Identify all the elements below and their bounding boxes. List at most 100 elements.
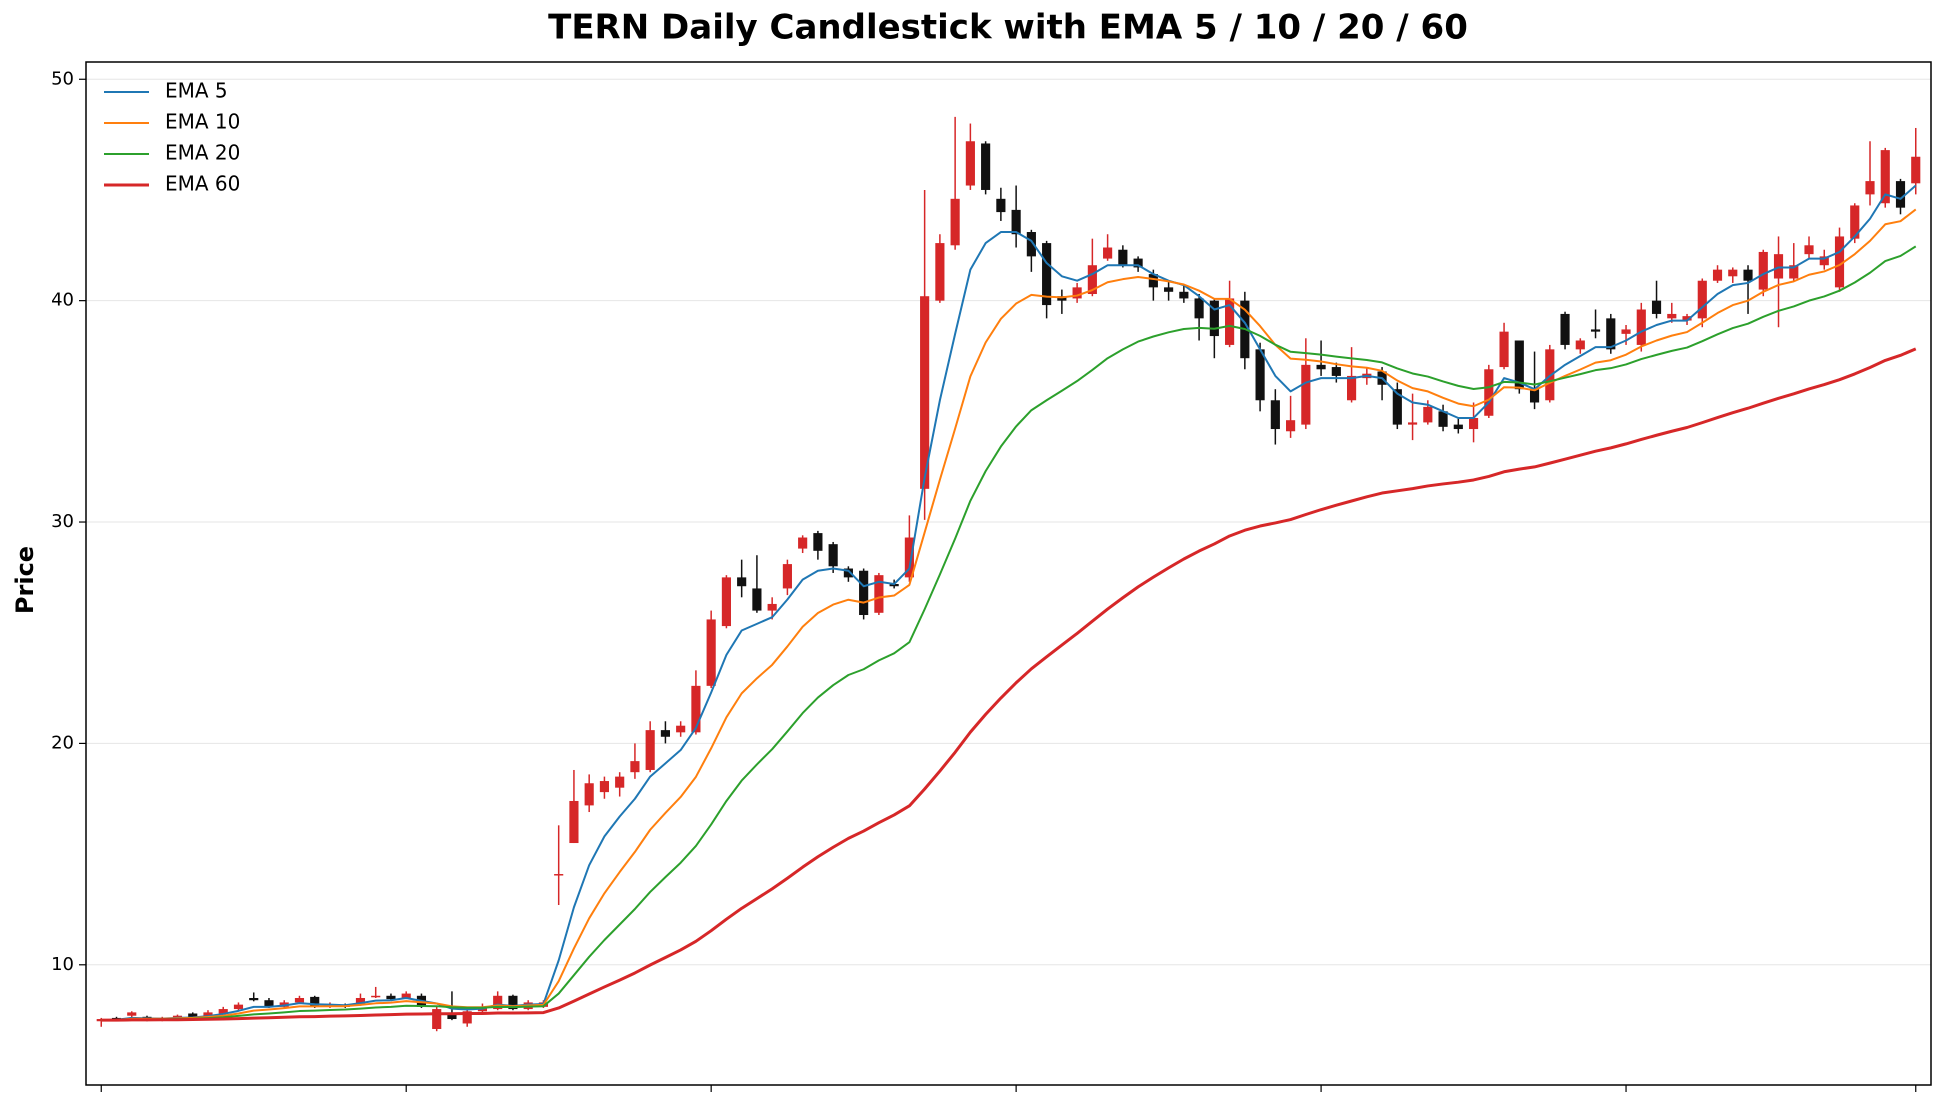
candle-body [1911,156,1921,184]
candle-body [798,537,808,549]
candle-body [1057,296,1067,301]
ema-line [101,208,1917,1022]
candle-body [249,997,259,1001]
candle-body [584,783,594,806]
candle-body [294,997,305,1003]
candle-body [1148,274,1158,288]
candle-body [218,1009,228,1014]
candle-body [493,995,503,1010]
candle-body [1789,265,1799,279]
y-axis-label: Price [11,546,39,614]
candle-body [1468,417,1479,430]
candle-body [1225,298,1235,345]
candle-body [1179,291,1189,299]
candle-body [96,1019,106,1022]
candle-body [264,1000,274,1007]
candle-body [1087,265,1097,295]
candle-body [721,577,731,627]
candle-body [1316,364,1326,370]
candle-body [432,1009,442,1029]
candle-body [1438,411,1448,427]
candle-body [1164,287,1174,292]
candle-body [1743,269,1753,281]
candle-body [1407,422,1418,425]
candle-body [599,781,610,793]
candle-body [1682,316,1692,321]
candle-body [1392,389,1402,425]
candle-body [1865,181,1875,195]
candle-body [401,993,411,998]
y-tick-label: 50 [51,68,74,89]
candle-body [1133,258,1143,268]
candle-body [1194,298,1204,319]
candle-body [782,564,792,589]
candle-body [1011,209,1021,235]
candle-body [1453,424,1463,430]
candle-body [645,730,655,770]
candle-body [1773,254,1784,279]
candle-body [676,725,686,733]
plot-frame [85,61,1932,1086]
candle-body [1880,150,1890,204]
candle-body [1590,329,1601,332]
candle-body [1301,364,1311,425]
candle-body [127,1012,137,1016]
candle-body [935,243,945,301]
candle-body [1621,329,1631,334]
candle-body [1651,300,1662,314]
candle-body [859,570,869,616]
candle-body [386,995,396,1000]
candle-body [233,1004,244,1010]
candle-body [1606,318,1616,350]
candle-body [1026,232,1036,257]
ema-line [101,245,1917,1022]
ema-line [101,184,1917,1022]
candle-body [1118,249,1128,266]
candle-body [965,141,975,186]
chart-title: TERN Daily Candlestick with EMA 5 / 10 /… [548,8,1468,48]
candle-body [874,575,884,613]
candle-body [1819,256,1829,266]
candle-body [1072,287,1082,299]
candle-body [904,537,914,578]
legend-label: EMA 60 [165,172,240,196]
candle-body [1804,245,1814,255]
legend-label: EMA 5 [165,79,228,103]
candle-body [1560,313,1570,345]
legend-label: EMA 10 [165,110,240,134]
y-tick-label: 30 [51,511,74,532]
candle-body [1850,205,1860,239]
candle-body [1331,367,1341,376]
candle-body [630,761,640,773]
candle-body [1484,369,1494,416]
legend-label: EMA 20 [165,141,240,165]
candle-body [1636,309,1646,345]
candle-body [1514,340,1524,390]
candle-body [1347,375,1357,401]
candle-body [1042,243,1052,306]
candle-body [981,143,991,190]
candle-body [188,1013,198,1018]
candle-body [843,568,853,578]
candle-body [660,730,670,737]
candle-body [828,544,838,567]
candle-body [920,296,930,489]
candle-body [1697,280,1707,319]
candle-body [1758,251,1768,290]
candle-body [1712,269,1723,281]
candle-body [996,198,1006,213]
candle-body [889,584,899,587]
candle-body [554,874,564,876]
candle-body [1499,331,1509,368]
candle-body [1529,389,1540,403]
candle-body [1667,313,1677,319]
candle-body [1103,247,1113,259]
candle-body [310,996,320,1007]
candle-body [355,997,366,1005]
candle-body [767,603,777,611]
candle-body [1728,269,1738,277]
candle-body [1255,349,1265,401]
candle-body [752,588,762,611]
y-tick-label: 10 [51,954,74,975]
